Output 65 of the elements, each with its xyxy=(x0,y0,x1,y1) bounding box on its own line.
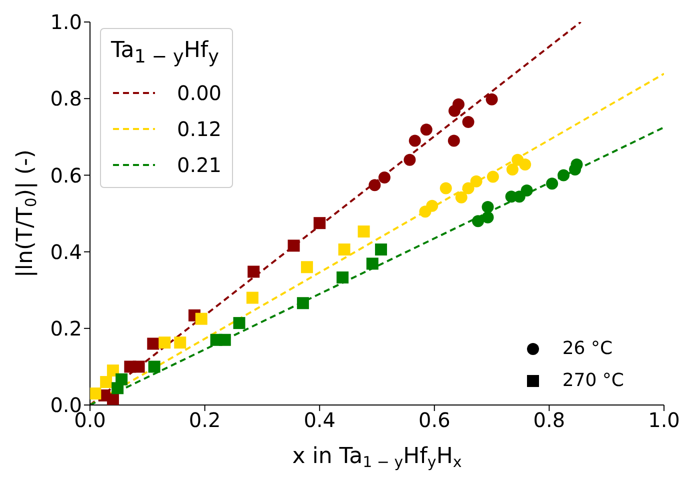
point xyxy=(106,364,119,377)
point xyxy=(404,154,416,166)
point xyxy=(482,211,494,224)
x-tick-label: 0.8 xyxy=(533,408,566,432)
point xyxy=(366,258,378,270)
point xyxy=(486,170,499,183)
y-tick-label: 0.4 xyxy=(50,240,82,264)
y-tick-label: 0.2 xyxy=(50,316,82,340)
point xyxy=(426,200,438,212)
point xyxy=(546,178,558,190)
point xyxy=(472,215,484,228)
point xyxy=(233,317,246,330)
point xyxy=(300,261,313,274)
x-tick-label: 0.4 xyxy=(304,408,336,432)
annotation: 26 °C xyxy=(562,337,613,361)
point xyxy=(462,182,474,194)
point xyxy=(248,266,260,278)
point xyxy=(452,98,465,110)
x-tick-label: 1.0 xyxy=(648,408,680,432)
legend-title: Ta$_{1 − y}$Hf$_{y}$ xyxy=(111,38,219,68)
point xyxy=(448,134,460,147)
point xyxy=(174,336,186,349)
x-tick-label: 0.6 xyxy=(418,408,450,432)
point xyxy=(455,191,468,204)
point xyxy=(358,226,370,238)
point xyxy=(100,376,112,388)
x-axis-title: x in Ta$_{1 − y}$Hf$_{y}$H$_{x}$ xyxy=(292,444,462,471)
point xyxy=(408,134,421,147)
point xyxy=(148,360,160,373)
y-tick-label: 0.8 xyxy=(50,86,82,111)
legend-label: 0.21 xyxy=(177,152,222,180)
legend-label: 0.00 xyxy=(177,80,222,108)
point xyxy=(506,163,518,176)
point xyxy=(462,116,474,128)
point xyxy=(368,179,381,192)
point xyxy=(106,393,119,405)
point xyxy=(519,158,532,170)
point xyxy=(296,297,309,310)
point xyxy=(158,336,171,349)
point xyxy=(314,217,326,230)
point xyxy=(375,244,388,256)
point xyxy=(470,175,482,188)
point xyxy=(338,244,350,256)
point xyxy=(558,169,570,182)
point xyxy=(520,184,533,197)
point xyxy=(336,271,349,284)
point xyxy=(288,240,300,252)
point xyxy=(90,388,102,400)
point xyxy=(116,373,128,386)
point xyxy=(486,93,498,106)
y-tick-label: 0.6 xyxy=(50,163,82,188)
point xyxy=(132,360,145,373)
x-tick-label: 0.2 xyxy=(188,408,221,432)
point xyxy=(378,172,390,184)
point xyxy=(246,292,258,304)
point xyxy=(482,200,494,213)
point xyxy=(195,312,208,325)
point xyxy=(570,158,583,170)
point xyxy=(218,334,231,346)
y-tick-label: 1.0 xyxy=(50,10,82,34)
annotation: 270 °C xyxy=(562,369,624,393)
point xyxy=(440,182,452,194)
point xyxy=(147,338,160,350)
point xyxy=(420,124,432,136)
legend-label: 0.12 xyxy=(177,116,222,144)
